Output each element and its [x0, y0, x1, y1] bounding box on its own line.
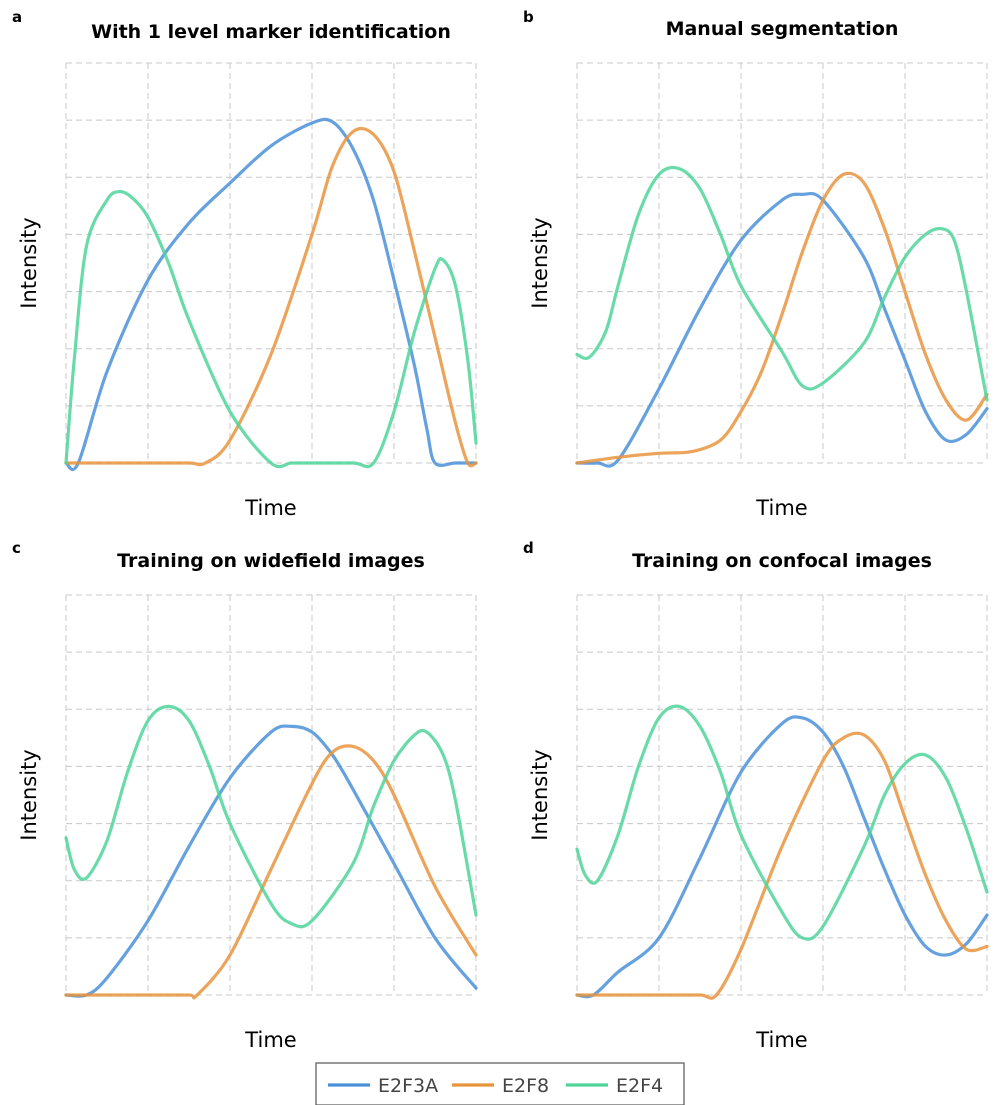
series-line-e2f4: [64, 189, 478, 469]
y-axis-label: Intensity: [528, 217, 552, 308]
y-axis-label: Intensity: [17, 217, 41, 308]
series-line-e2f3a: [64, 117, 478, 472]
panel-letter: b: [523, 8, 534, 26]
panel-title: Training on confocal images: [632, 550, 932, 572]
x-axis-label: Time: [244, 1028, 296, 1052]
legend-box: [315, 1062, 685, 1105]
grid: [65, 594, 477, 996]
series-line-e2f3a: [575, 715, 989, 999]
series-line-e2f8: [575, 171, 989, 465]
series-line-e2f8: [64, 126, 478, 468]
grid: [576, 62, 988, 464]
legend-label-e2f3a: E2F3A: [378, 1075, 438, 1097]
grid: [576, 594, 988, 996]
series-line-e2f4: [64, 704, 478, 929]
panel-letter: a: [12, 8, 22, 26]
panel-letter: c: [12, 539, 21, 557]
panel-d: d Training on confocal images Time Intensit…: [523, 539, 989, 1052]
panel-title: Manual segmentation: [666, 18, 899, 40]
panel-title: With 1 level marker identification: [91, 21, 451, 43]
grid: [65, 62, 477, 464]
x-axis-label: Time: [244, 496, 296, 520]
series-line-e2f8: [575, 731, 989, 1000]
series-line-e2f3a: [64, 724, 478, 998]
panel-c: c Training on widefield images Time Intensi…: [12, 539, 478, 1052]
series-line-e2f3a: [575, 191, 989, 468]
series-line-e2f4: [575, 165, 989, 402]
panel-title: Training on widefield images: [117, 550, 425, 572]
y-axis-label: Intensity: [17, 749, 41, 840]
panel-letter: d: [523, 539, 534, 557]
x-axis-label: Time: [755, 496, 807, 520]
x-axis-label: Time: [755, 1028, 807, 1052]
legend-label-e2f8: E2F8: [502, 1075, 549, 1097]
series-line-e2f4: [575, 704, 989, 941]
series-line-e2f8: [64, 744, 478, 1000]
y-axis-label: Intensity: [528, 749, 552, 840]
legend: E2F3A E2F8 E2F4: [315, 1062, 685, 1105]
legend-label-e2f4: E2F4: [616, 1075, 663, 1097]
panel-b: b Manual segmentation Time Intensity: [523, 8, 989, 520]
panel-a: a With 1 level marker identification Time I…: [12, 8, 478, 520]
